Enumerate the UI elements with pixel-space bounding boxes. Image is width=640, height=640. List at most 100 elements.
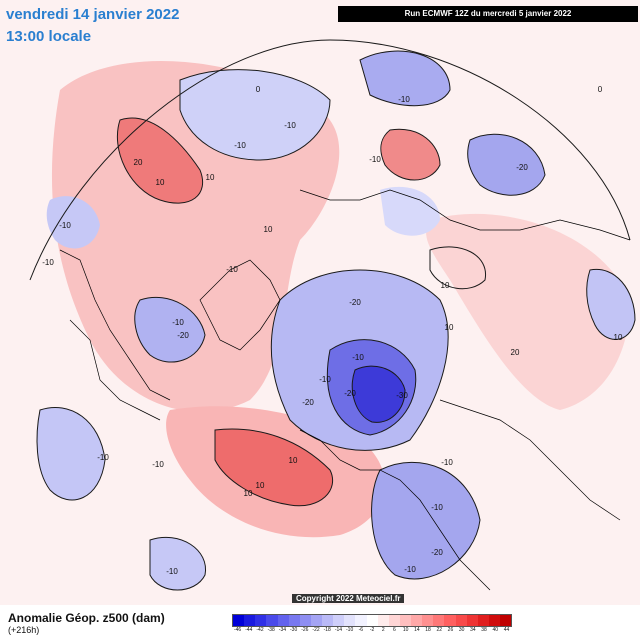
colorbar-tick-label: -30 xyxy=(290,627,298,633)
cold-region-pacific-south xyxy=(37,407,105,500)
contour-label: -10 xyxy=(352,353,364,362)
contour-label: -10 xyxy=(152,460,164,469)
coastlines xyxy=(59,189,631,591)
colorbar-swatch xyxy=(444,615,456,626)
colorbar-swatch xyxy=(411,615,423,626)
colorbar-swatch xyxy=(244,615,256,626)
contour-label: -10 xyxy=(398,95,410,104)
contour-label: -10 xyxy=(319,375,331,384)
cold-region-greenland xyxy=(134,297,205,363)
colorbar-swatch xyxy=(255,615,267,626)
contour-label: 10 xyxy=(244,489,253,498)
contour-label: -20 xyxy=(516,163,528,172)
colorbar-swatch xyxy=(399,615,411,626)
colorbar-swatch xyxy=(277,615,289,626)
contour-label: -20 xyxy=(349,298,361,307)
colorbar-swatch xyxy=(266,615,278,626)
contour-label: 10 xyxy=(441,281,450,290)
warm-region-east xyxy=(426,213,630,410)
contour-line xyxy=(134,296,206,363)
contour-label: -10 xyxy=(42,258,54,267)
colorbar-tick-label: -10 xyxy=(346,627,354,633)
colorbar-swatch xyxy=(288,615,300,626)
anomaly-fields xyxy=(37,51,635,590)
contour-label: -10 xyxy=(234,141,246,150)
colorbar-tick-label: -2 xyxy=(369,627,375,633)
contour-label: -20 xyxy=(344,389,356,398)
colorbar-swatch xyxy=(466,615,478,626)
anomaly-map: 0-10-10-10-10-1010102010-1010-10-20-2010… xyxy=(0,0,640,605)
colorbar-swatch xyxy=(355,615,367,626)
colorbar-tick-label: -26 xyxy=(301,627,309,633)
colorbar-tick-label: -18 xyxy=(323,627,331,633)
contour-label: 0 xyxy=(256,85,261,94)
coastline xyxy=(59,249,171,401)
contour-line xyxy=(326,339,417,436)
colorbar-swatch xyxy=(233,615,245,626)
colorbar-tick-label: -38 xyxy=(267,627,275,633)
contour-line xyxy=(467,133,546,196)
coastline xyxy=(299,189,631,241)
colorbar-tick-label: -14 xyxy=(334,627,343,633)
contour-label: -10 xyxy=(172,318,184,327)
contour-label: -10 xyxy=(441,458,453,467)
contour-label: -20 xyxy=(177,331,189,340)
colorbar-swatch xyxy=(500,615,512,626)
colorbar-tick-label: 18 xyxy=(425,627,431,633)
colorbar-swatch xyxy=(433,615,445,626)
colorbar xyxy=(232,614,512,627)
colorbar-swatch xyxy=(366,615,378,626)
colorbar-swatch xyxy=(477,615,489,626)
contour-label: 10 xyxy=(256,481,265,490)
cold-region-asia xyxy=(467,134,545,196)
contour-line xyxy=(116,117,204,204)
contour-label: 10 xyxy=(264,225,273,234)
contour-line xyxy=(29,39,631,281)
cold-region-east xyxy=(586,269,635,340)
contour-label: -10 xyxy=(404,565,416,574)
contour-label: -10 xyxy=(369,155,381,164)
colorbar-tick-label: 34 xyxy=(470,627,476,633)
colorbar-swatch xyxy=(322,615,334,626)
contour-label: 10 xyxy=(614,333,623,342)
cold-region-south xyxy=(150,537,206,590)
contour-label: -20 xyxy=(302,398,314,407)
coastline xyxy=(439,399,621,521)
colorbar-tick-label: -34 xyxy=(278,627,287,633)
contour-line xyxy=(36,406,106,501)
warm-core-atlantic xyxy=(215,429,333,506)
cold-core-central-2 xyxy=(352,366,405,423)
colorbar-tick-label: -22 xyxy=(312,627,320,633)
cold-region-north xyxy=(180,69,330,160)
colorbar-tick-label: -42 xyxy=(256,627,264,633)
colorbar-tick-label: 26 xyxy=(447,627,454,633)
colorbar-tick-label: 44 xyxy=(503,627,510,633)
warm-core-siberia xyxy=(380,129,440,180)
colorbar-tick-label: 30 xyxy=(458,627,465,633)
contour-line xyxy=(380,128,441,181)
contour-label: -30 xyxy=(396,391,408,400)
contour-label: 10 xyxy=(206,173,215,182)
colorbar-swatch xyxy=(344,615,356,626)
copyright-label: Copyright 2022 Meteociel.fr xyxy=(292,594,405,603)
contour-label: 20 xyxy=(511,348,520,357)
contour-label: 10 xyxy=(289,456,298,465)
valid-date: vendredi 14 janvier 2022 xyxy=(6,6,180,23)
colorbar-swatch xyxy=(310,615,322,626)
colorbar-tick-label: -6 xyxy=(358,627,364,633)
colorbar-tick-label: -44 xyxy=(245,627,253,633)
colorbar-swatch xyxy=(455,615,467,626)
contour-label: 0 xyxy=(598,85,603,94)
colorbar-swatch xyxy=(488,615,500,626)
contour-line xyxy=(270,269,449,451)
colorbar-swatch xyxy=(422,615,434,626)
colorbar-tick-label: -46 xyxy=(233,627,242,633)
contour-line xyxy=(359,50,451,107)
colorbar-tick-label: 10 xyxy=(402,627,409,633)
colorbar-tick-label: 40 xyxy=(492,627,499,633)
colorbar-tick-label: 14 xyxy=(414,627,420,633)
warm-core-arctic xyxy=(117,118,203,204)
coastline xyxy=(69,319,161,421)
cold-region-canada xyxy=(46,196,100,249)
contour-line xyxy=(371,461,481,580)
